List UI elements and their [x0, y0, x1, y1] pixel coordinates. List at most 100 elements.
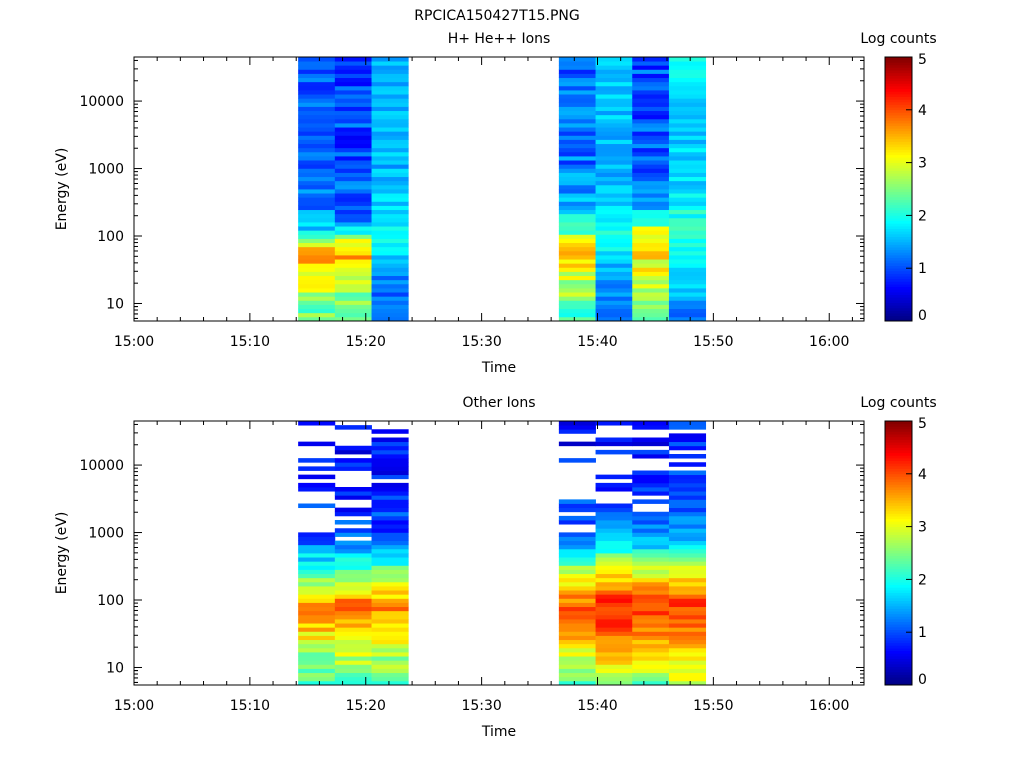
heatmap-cell	[298, 672, 336, 678]
heatmap-cell	[558, 540, 596, 546]
heatmap-cell	[595, 69, 633, 74]
heatmap-cell	[558, 507, 596, 513]
heatmap-cell	[298, 635, 336, 641]
heatmap-cell	[298, 242, 336, 248]
heatmap-cell	[632, 573, 670, 579]
heatmap-cell	[595, 652, 633, 657]
colorbar-step	[885, 57, 912, 61]
heatmap-cell	[668, 176, 707, 182]
heatmap-cell	[668, 77, 707, 83]
heatmap-cell	[668, 548, 707, 554]
heatmap-cell	[558, 156, 596, 161]
heatmap-cell	[632, 217, 670, 223]
heatmap-column	[668, 421, 707, 685]
heatmap-cell	[298, 421, 336, 426]
colorbar-step	[885, 255, 912, 259]
colorbar-step	[885, 220, 912, 224]
heatmap-cell	[558, 532, 596, 537]
heatmap-cell	[668, 540, 707, 546]
heatmap-cell	[334, 147, 372, 153]
colorbar-step	[885, 64, 912, 68]
heatmap-cell	[334, 590, 372, 595]
heatmap-cell	[371, 222, 409, 227]
heatmap-cell	[334, 652, 372, 657]
colorbar-step	[885, 516, 912, 520]
heatmap-cell	[558, 69, 596, 74]
heatmap-cell	[668, 123, 707, 128]
colorbar-step	[885, 70, 912, 74]
heatmap-cell	[668, 680, 707, 685]
heatmap-column	[595, 421, 633, 685]
colorbar-step	[885, 233, 912, 237]
heatmap-cell	[371, 474, 409, 480]
colorbar-step	[885, 175, 912, 179]
colorbar-step	[885, 629, 912, 633]
heatmap-cell	[334, 102, 372, 107]
heatmap-cell	[298, 238, 336, 244]
colorbar-step	[885, 579, 912, 583]
heatmap-cell	[334, 201, 372, 206]
heatmap-cell	[334, 263, 372, 268]
heatmap-cell	[371, 168, 409, 173]
heatmap-cell	[371, 586, 409, 591]
heatmap-cell	[668, 193, 707, 198]
heatmap-cell	[595, 565, 633, 570]
heatmap-cell	[298, 652, 336, 657]
colorbar-step	[885, 157, 912, 161]
plot-frame	[133, 56, 865, 322]
heatmap-cell	[371, 143, 409, 149]
heatmap-cell	[371, 528, 409, 533]
heatmap-cell	[595, 283, 633, 289]
colorbar-step	[885, 423, 912, 427]
colorbar-step	[885, 555, 912, 559]
heatmap-cell	[334, 544, 372, 550]
heatmap-cell	[558, 536, 596, 542]
colorbar-step	[885, 587, 912, 591]
heatmap-cell	[558, 238, 596, 244]
heatmap-cell	[371, 259, 409, 264]
heatmap-cell	[632, 114, 670, 120]
heatmap-cell	[632, 635, 670, 641]
heatmap-cell	[595, 147, 633, 153]
heatmap-cell	[334, 602, 372, 608]
heatmap-cell	[558, 147, 596, 153]
heatmap-cell	[334, 238, 372, 244]
heatmap-cell	[668, 259, 707, 264]
heatmap-cell	[595, 246, 633, 252]
heatmap-cell	[595, 610, 633, 616]
heatmap-cell	[668, 288, 707, 293]
heatmap-cell	[668, 598, 707, 603]
heatmap-cell	[371, 205, 409, 211]
colorbar-step	[885, 550, 912, 554]
heatmap-cell	[298, 532, 336, 537]
heatmap-cell	[632, 561, 670, 566]
heatmap-cell	[595, 528, 633, 533]
heatmap-cell	[371, 151, 409, 157]
heatmap-cell	[558, 676, 596, 682]
heatmap-cell	[371, 279, 409, 285]
colorbar-step	[885, 658, 912, 662]
heatmap-cell	[558, 90, 596, 95]
heatmap-cell	[558, 561, 596, 566]
heatmap-cell	[558, 664, 596, 669]
heatmap-cell	[668, 528, 707, 533]
heatmap-cell	[632, 553, 670, 558]
heatmap-cell	[334, 98, 372, 103]
colorbar-step	[885, 218, 912, 222]
colorbar-step	[885, 513, 912, 517]
heatmap-cell	[298, 189, 336, 194]
colorbar-step	[885, 645, 912, 649]
colorbar-step	[885, 194, 912, 198]
heatmap-cell	[298, 586, 336, 591]
heatmap-cell	[595, 586, 633, 591]
colorbar-step	[885, 457, 912, 461]
colorbar: 0 1 2 3 4 5 Log counts	[860, 395, 936, 688]
heatmap-cell	[371, 623, 409, 628]
heatmap-cell	[558, 680, 596, 685]
colorbar-step	[885, 500, 912, 504]
colorbar-step	[885, 123, 912, 127]
heatmap-cell	[298, 590, 336, 595]
colorbar-tick-label: 4	[918, 103, 927, 119]
heatmap-cell	[371, 445, 409, 451]
panel-2: 15:00 15:10 15:20 15:30 15:40 15:50 16:0010100…	[54, 395, 937, 740]
